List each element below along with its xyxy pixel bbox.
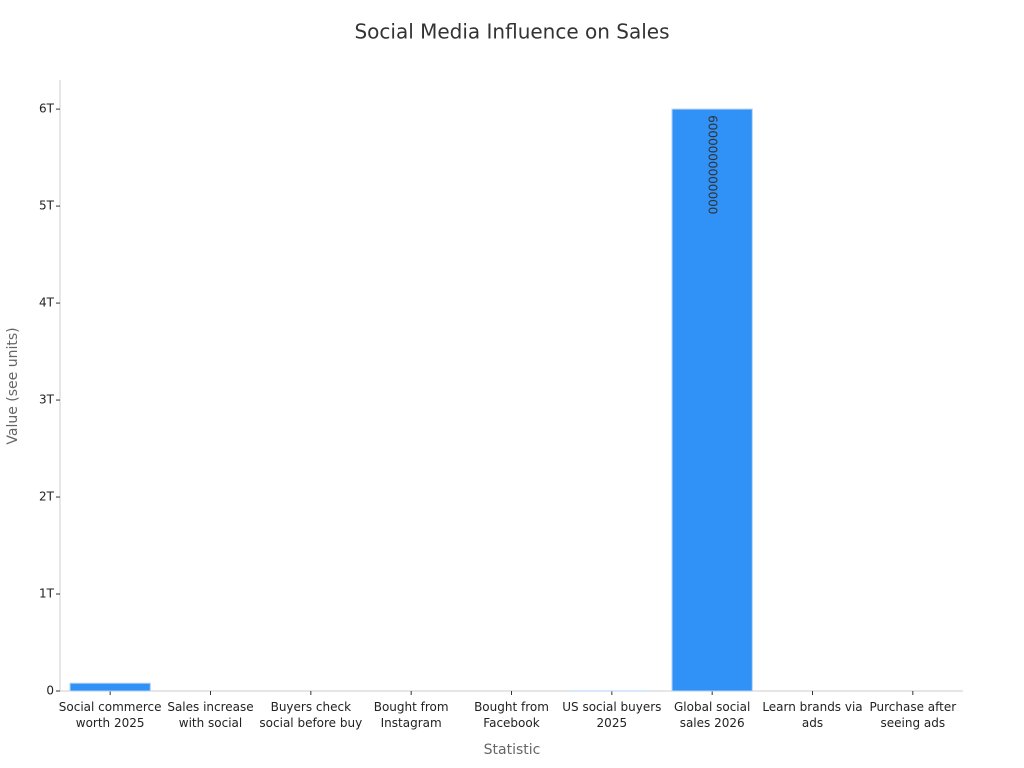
- x-axis-title: Statistic: [484, 742, 541, 758]
- value-label: 6000000000000: [706, 115, 720, 214]
- x-tick-label: Social commerce worth 2025: [58, 700, 162, 730]
- x-tick-label: Learn brands via ads: [762, 700, 863, 730]
- y-tick-label: 2T: [39, 490, 55, 504]
- bar: [69, 682, 151, 692]
- x-tick-label: Bought from Instagram: [373, 700, 449, 730]
- chart-title: Social Media Influence on Sales: [354, 20, 669, 44]
- bar: [671, 108, 753, 692]
- y-tick-label: 1T: [39, 587, 55, 601]
- y-tick-label: 5T: [39, 199, 55, 213]
- x-tick-label: Purchase after seeing ads: [869, 700, 957, 730]
- y-tick-label: 6T: [39, 102, 55, 116]
- y-tick-label: 3T: [39, 393, 55, 407]
- y-tick-label: 4T: [39, 296, 55, 310]
- y-tick-label: 0: [46, 684, 54, 698]
- x-tick-label: Global social sales 2026: [674, 700, 751, 730]
- x-tick-label: Bought from Facebook: [474, 700, 549, 730]
- x-tick-label: US social buyers 2025: [562, 700, 662, 730]
- y-axis-title: Value (see units): [5, 327, 21, 444]
- x-tick-label: Sales increase with social: [167, 700, 254, 730]
- x-tick-label: Buyers check social before buy: [259, 700, 363, 730]
